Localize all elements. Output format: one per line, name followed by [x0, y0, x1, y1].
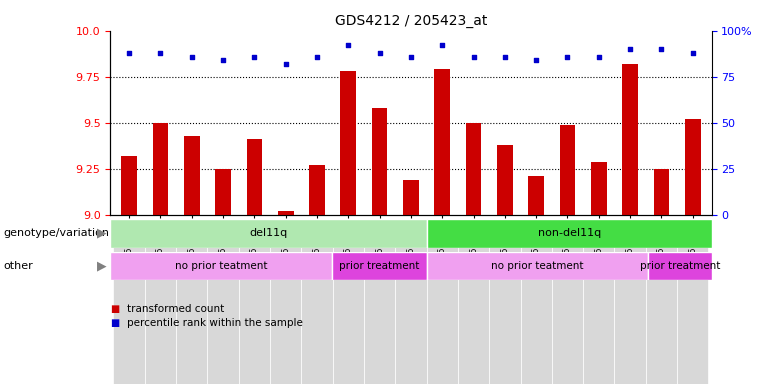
Bar — [528, 176, 544, 215]
Point — [186, 53, 198, 60]
FancyBboxPatch shape — [395, 219, 427, 384]
Text: percentile rank within the sample: percentile rank within the sample — [127, 318, 303, 328]
Point — [655, 46, 667, 52]
FancyBboxPatch shape — [646, 219, 677, 384]
Point — [405, 53, 417, 60]
Point — [311, 53, 323, 60]
FancyBboxPatch shape — [113, 219, 145, 384]
Bar — [184, 136, 199, 215]
Text: transformed count: transformed count — [127, 304, 224, 314]
Bar — [110, 219, 427, 248]
Point — [467, 53, 479, 60]
Text: prior treatment: prior treatment — [640, 261, 720, 271]
Text: prior treatment: prior treatment — [339, 261, 419, 271]
Bar — [427, 252, 648, 280]
Point — [593, 53, 605, 60]
Point — [624, 46, 636, 52]
Bar — [427, 219, 712, 248]
Bar — [403, 180, 419, 215]
Bar — [497, 145, 513, 215]
Bar — [309, 165, 325, 215]
Point — [686, 50, 699, 56]
Bar — [247, 139, 263, 215]
FancyBboxPatch shape — [458, 219, 489, 384]
Text: no prior teatment: no prior teatment — [492, 261, 584, 271]
Point — [374, 50, 386, 56]
Bar — [466, 123, 482, 215]
Point — [217, 57, 229, 63]
FancyBboxPatch shape — [583, 219, 614, 384]
Point — [123, 50, 135, 56]
Text: del11q: del11q — [250, 228, 288, 238]
Point — [436, 42, 448, 48]
FancyBboxPatch shape — [489, 219, 521, 384]
Bar — [435, 70, 450, 215]
FancyBboxPatch shape — [521, 219, 552, 384]
Bar — [215, 169, 231, 215]
Text: other: other — [4, 261, 33, 271]
Text: ■: ■ — [110, 318, 119, 328]
Bar — [340, 71, 356, 215]
Bar — [648, 252, 712, 280]
FancyBboxPatch shape — [270, 219, 301, 384]
Text: ▶: ▶ — [97, 227, 107, 240]
Text: genotype/variation: genotype/variation — [4, 228, 110, 238]
FancyBboxPatch shape — [427, 219, 458, 384]
FancyBboxPatch shape — [239, 219, 270, 384]
FancyBboxPatch shape — [333, 219, 364, 384]
FancyBboxPatch shape — [145, 219, 176, 384]
Bar — [332, 252, 427, 280]
FancyBboxPatch shape — [364, 219, 395, 384]
Title: GDS4212 / 205423_at: GDS4212 / 205423_at — [335, 14, 487, 28]
FancyBboxPatch shape — [552, 219, 583, 384]
Point — [154, 50, 167, 56]
Point — [279, 61, 291, 67]
Bar — [110, 252, 332, 280]
Bar — [685, 119, 701, 215]
Point — [342, 42, 355, 48]
Bar — [622, 64, 638, 215]
Text: ▶: ▶ — [97, 260, 107, 272]
FancyBboxPatch shape — [176, 219, 208, 384]
FancyBboxPatch shape — [208, 219, 239, 384]
Point — [248, 53, 260, 60]
Text: no prior teatment: no prior teatment — [175, 261, 267, 271]
Bar — [372, 108, 387, 215]
FancyBboxPatch shape — [301, 219, 333, 384]
Bar — [278, 211, 294, 215]
Bar — [121, 156, 137, 215]
Bar — [559, 125, 575, 215]
Point — [498, 53, 511, 60]
Bar — [654, 169, 669, 215]
FancyBboxPatch shape — [614, 219, 646, 384]
Bar — [153, 123, 168, 215]
FancyBboxPatch shape — [677, 219, 708, 384]
Text: ■: ■ — [110, 304, 119, 314]
Text: non-del11q: non-del11q — [537, 228, 600, 238]
Bar — [591, 162, 607, 215]
Point — [530, 57, 543, 63]
Point — [562, 53, 574, 60]
